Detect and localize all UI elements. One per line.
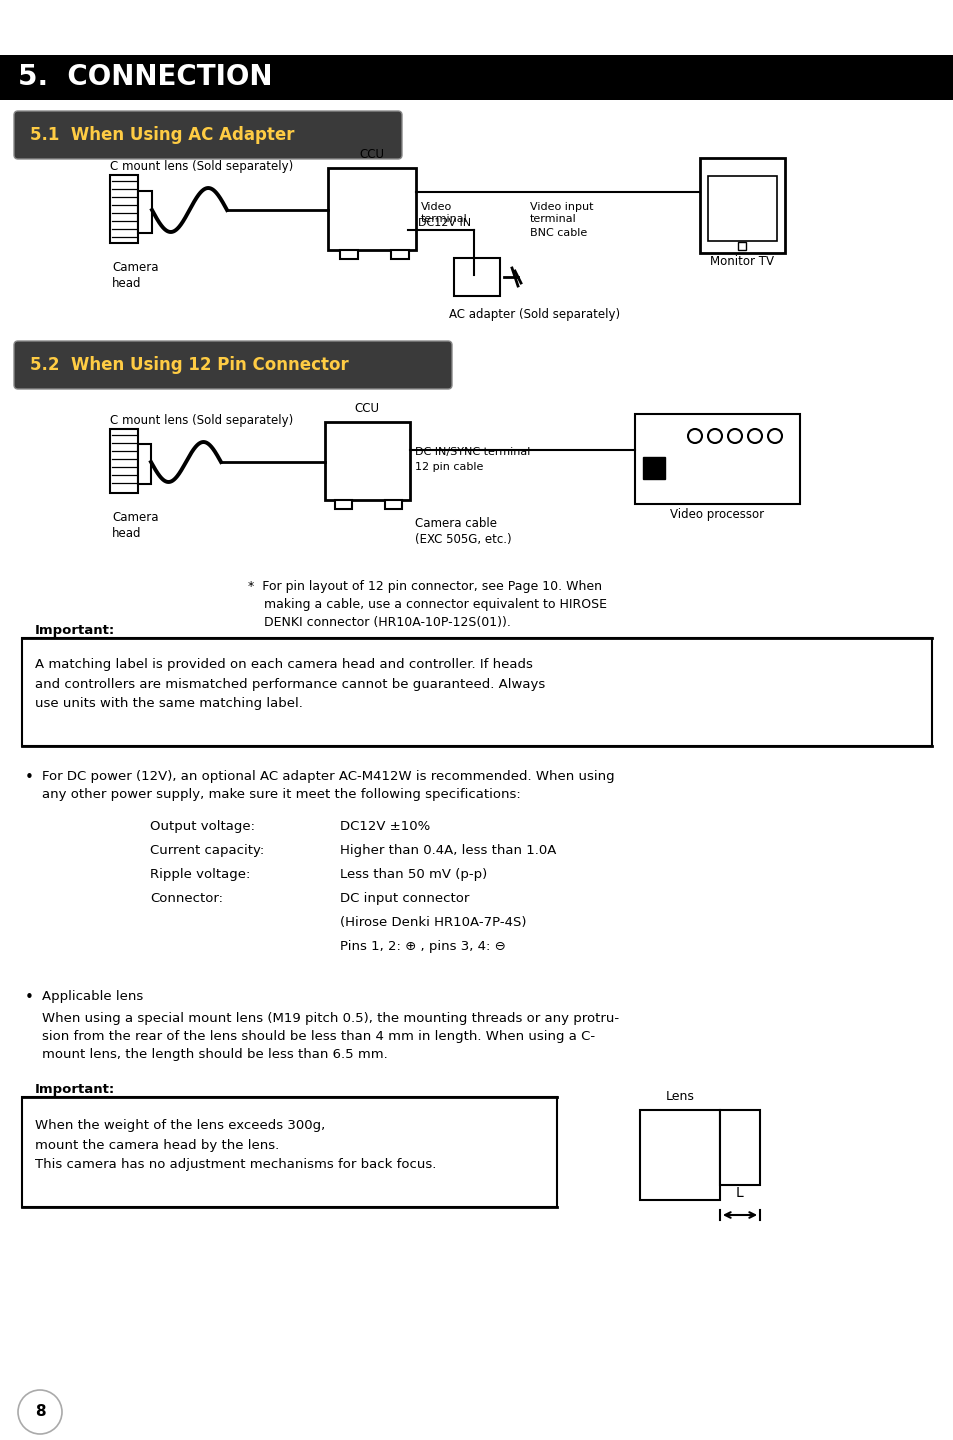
Bar	[639, 1110, 720, 1200]
Text: CCU: CCU	[359, 148, 384, 161]
Text: Current capacity:: Current capacity:	[150, 844, 264, 857]
Bar	[328, 168, 416, 251]
Text: •: •	[25, 991, 34, 1005]
Text: When using a special mount lens (M19 pitch 0.5), the mounting threads or any pro: When using a special mount lens (M19 pit…	[42, 1012, 618, 1061]
Text: DC input connector: DC input connector	[339, 891, 469, 904]
Text: Monitor TV: Monitor TV	[709, 255, 773, 268]
Bar	[720, 1110, 760, 1185]
Text: Video input
terminal: Video input terminal	[530, 202, 593, 225]
Bar	[110, 176, 138, 243]
Bar	[138, 192, 152, 233]
Bar	[339, 251, 357, 259]
Text: Output voltage:: Output voltage:	[150, 819, 254, 832]
Text: DC12V ±10%: DC12V ±10%	[339, 819, 430, 832]
Bar	[138, 444, 151, 484]
Bar	[707, 176, 776, 240]
Bar	[738, 242, 745, 251]
Bar	[22, 1097, 557, 1207]
Text: Lens: Lens	[665, 1090, 694, 1103]
Text: Camera
head: Camera head	[112, 261, 158, 289]
Bar	[454, 258, 499, 297]
Bar	[642, 456, 664, 480]
Text: Applicable lens: Applicable lens	[42, 991, 143, 1004]
Text: Connector:: Connector:	[150, 891, 223, 904]
Bar	[335, 500, 352, 508]
Text: Ripple voltage:: Ripple voltage:	[150, 868, 250, 881]
Text: Camera
head: Camera head	[112, 511, 158, 540]
Text: Video processor: Video processor	[669, 508, 763, 521]
Text: •: •	[25, 770, 34, 785]
Text: CCU: CCU	[355, 402, 379, 415]
Text: L: L	[736, 1187, 743, 1200]
Text: (Hirose Denki HR10A-7P-4S): (Hirose Denki HR10A-7P-4S)	[339, 916, 526, 929]
Text: 8: 8	[34, 1404, 45, 1420]
Text: DC IN/SYNC terminal: DC IN/SYNC terminal	[415, 446, 530, 456]
Bar	[635, 415, 800, 504]
Text: *  For pin layout of 12 pin connector, see Page 10. When
    making a cable, use: * For pin layout of 12 pin connector, se…	[248, 580, 606, 629]
Text: 5.1  When Using AC Adapter: 5.1 When Using AC Adapter	[30, 127, 294, 144]
Text: Less than 50 mV (p-p): Less than 50 mV (p-p)	[339, 868, 487, 881]
Text: 12 pin cable: 12 pin cable	[415, 462, 483, 472]
Bar	[700, 158, 784, 253]
Text: AC adapter (Sold separately): AC adapter (Sold separately)	[449, 308, 619, 321]
Bar	[385, 500, 401, 508]
Text: When the weight of the lens exceeds 300g,
mount the camera head by the lens.
Thi: When the weight of the lens exceeds 300g…	[35, 1119, 436, 1171]
Text: DC12V IN: DC12V IN	[417, 217, 471, 228]
Bar	[325, 422, 410, 500]
Text: 5.  CONNECTION: 5. CONNECTION	[18, 63, 273, 91]
Bar	[0, 55, 953, 99]
Text: Pins 1, 2: ⊕ , pins 3, 4: ⊖: Pins 1, 2: ⊕ , pins 3, 4: ⊖	[339, 940, 505, 953]
Text: Camera cable
(EXC 505G, etc.): Camera cable (EXC 505G, etc.)	[415, 517, 511, 546]
Text: Important:: Important:	[35, 1083, 115, 1096]
Text: Higher than 0.4A, less than 1.0A: Higher than 0.4A, less than 1.0A	[339, 844, 556, 857]
FancyBboxPatch shape	[14, 341, 452, 389]
FancyBboxPatch shape	[14, 111, 401, 158]
Text: Video
terminal: Video terminal	[420, 202, 467, 225]
Bar	[110, 429, 138, 492]
Text: BNC cable: BNC cable	[530, 228, 587, 238]
Text: Important:: Important:	[35, 624, 115, 636]
Text: C mount lens (Sold separately): C mount lens (Sold separately)	[110, 160, 293, 173]
Text: For DC power (12V), an optional AC adapter AC-M412W is recommended. When using
a: For DC power (12V), an optional AC adapt…	[42, 770, 614, 801]
Text: 5.2  When Using 12 Pin Connector: 5.2 When Using 12 Pin Connector	[30, 356, 349, 374]
Bar	[391, 251, 409, 259]
Text: C mount lens (Sold separately): C mount lens (Sold separately)	[110, 415, 293, 428]
Bar	[22, 638, 931, 746]
Text: A matching label is provided on each camera head and controller. If heads
and co: A matching label is provided on each cam…	[35, 658, 545, 710]
